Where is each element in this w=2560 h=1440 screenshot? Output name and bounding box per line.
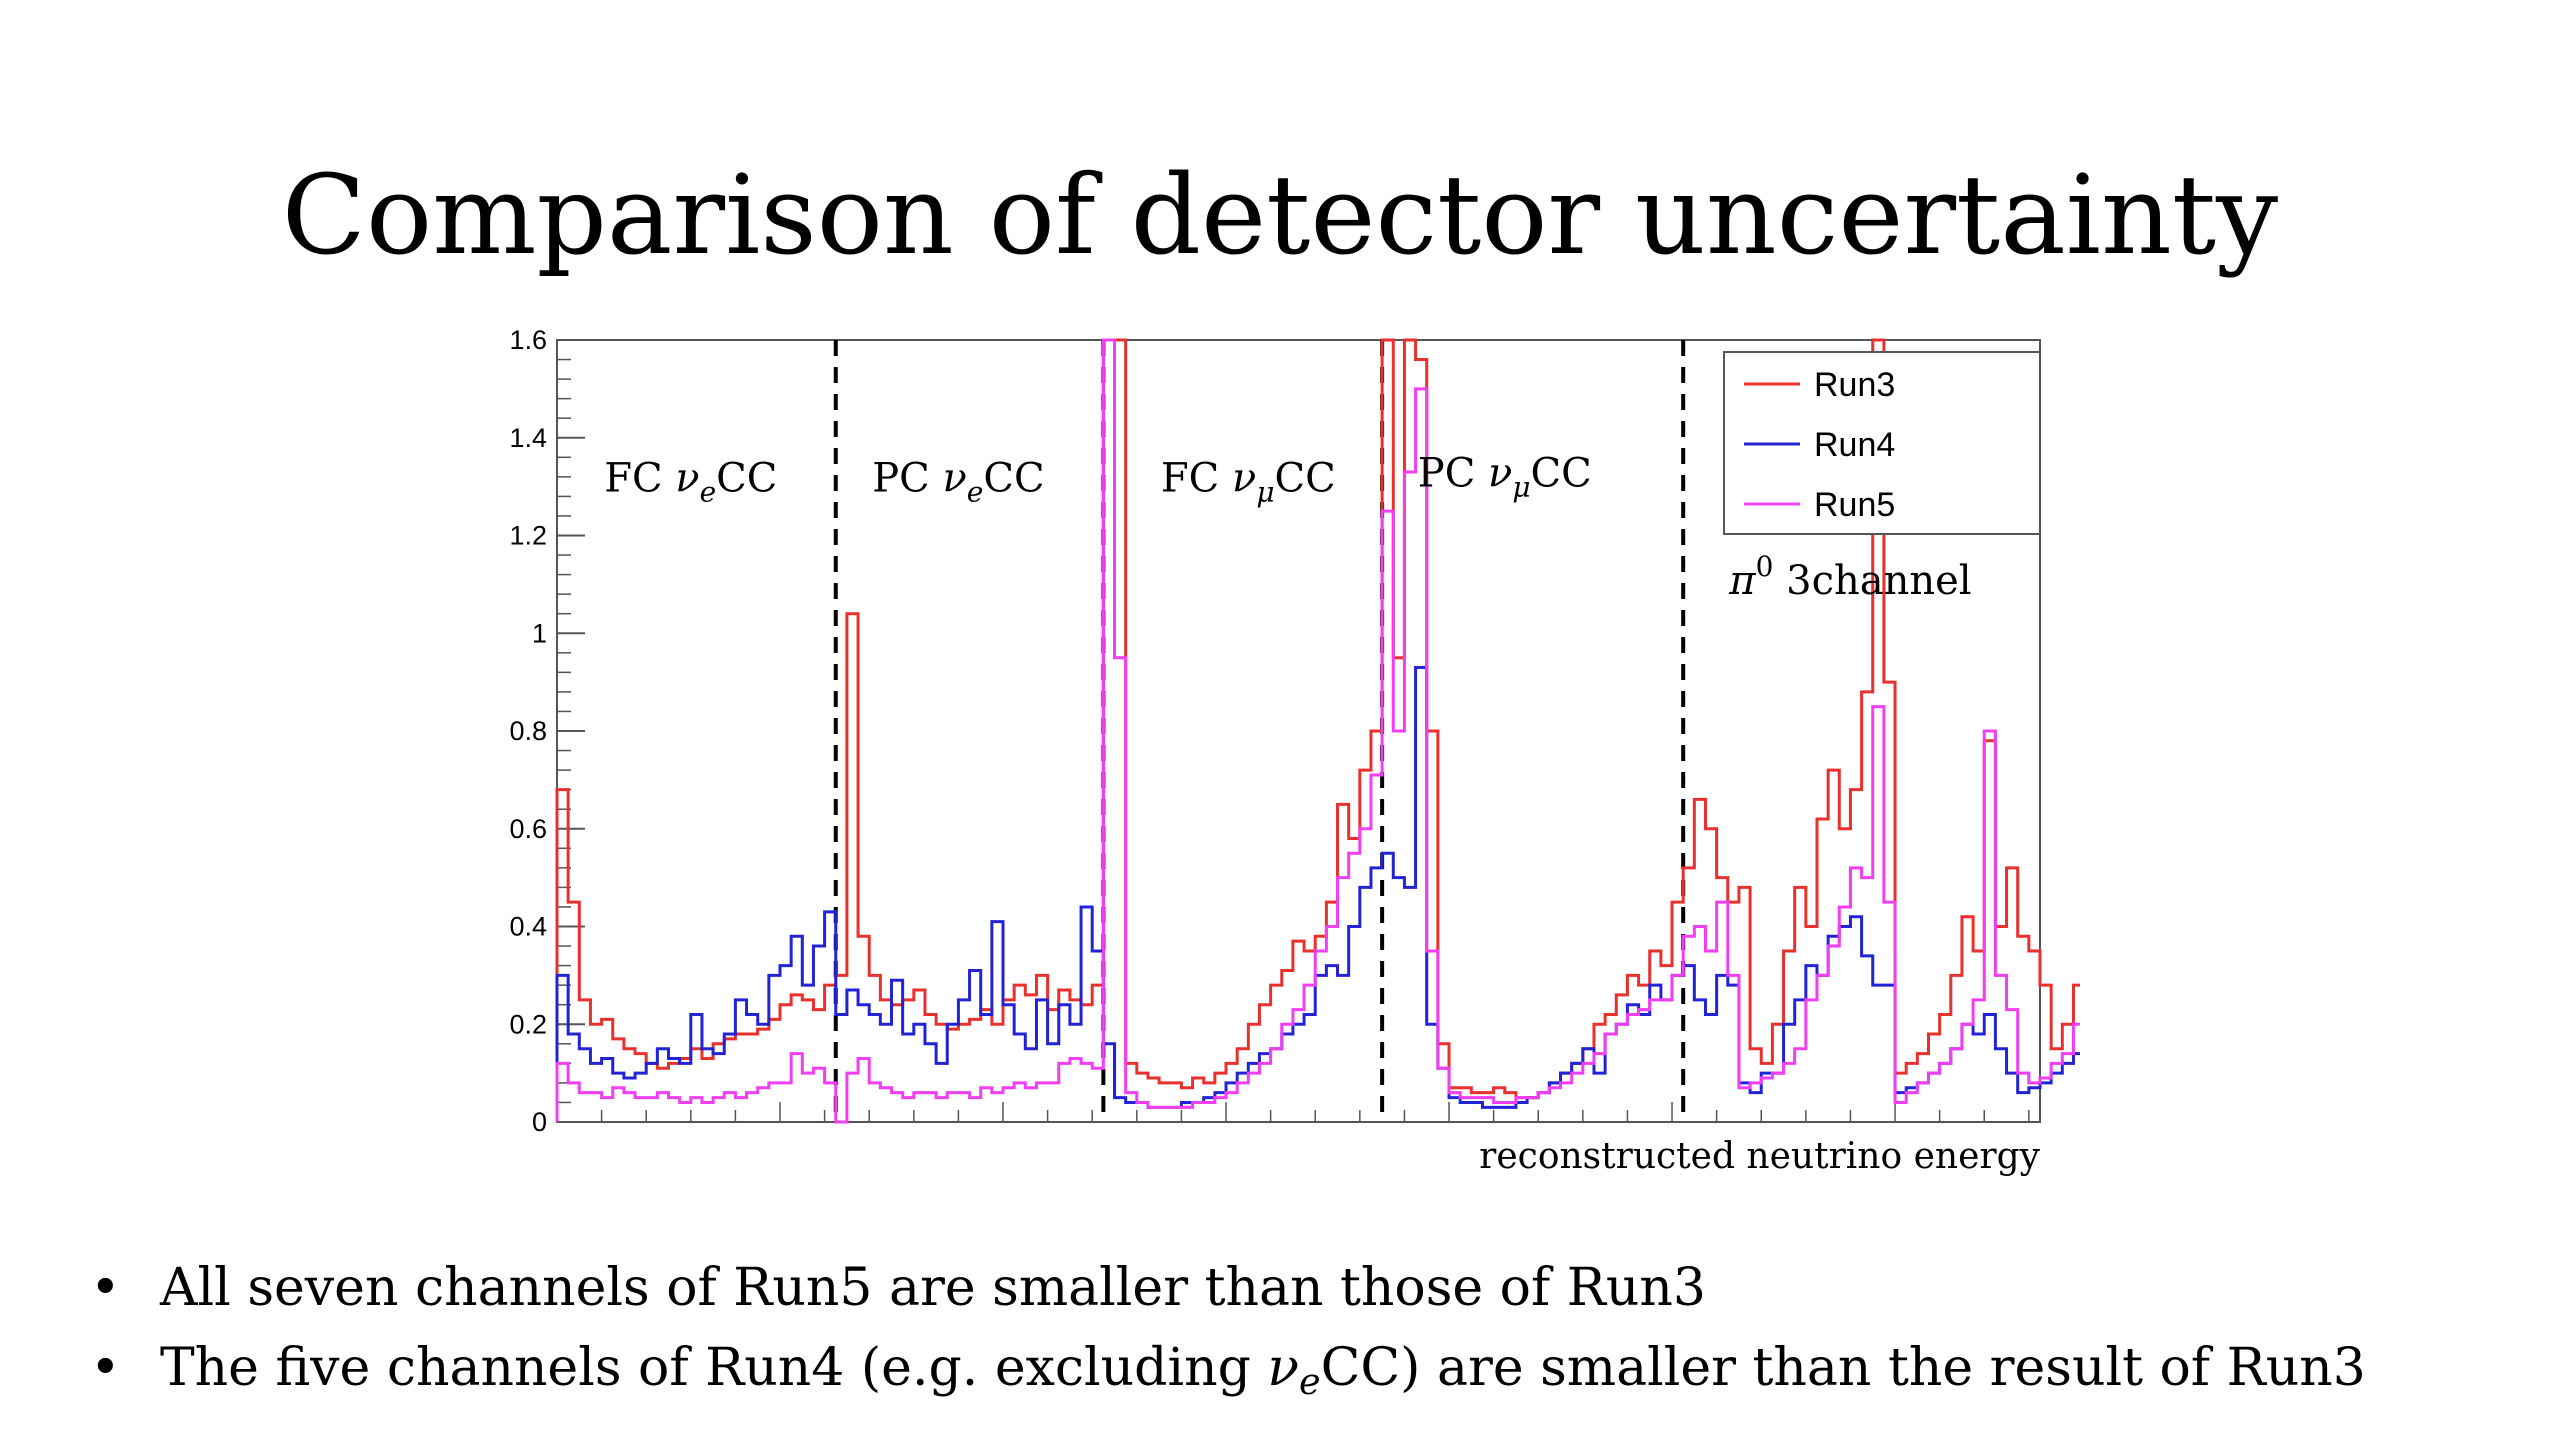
slide-title: Comparison of detector uncertainty	[281, 151, 2279, 279]
x-axis	[556, 1102, 2030, 1122]
y-tick-label: 0.4	[509, 912, 547, 942]
x-axis-label: reconstructed neutrino energy	[1479, 1136, 2041, 1177]
bullet-list: All seven channels of Run5 are smaller t…	[80, 1248, 2366, 1422]
y-tick-label: 0	[532, 1107, 547, 1137]
y-axis: 0 0.2 0.4 0.6 0.8 1 1.2 1.4 1.6	[509, 325, 585, 1137]
y-tick-label: 0.2	[509, 1009, 547, 1039]
y-tick-label: 0.6	[509, 814, 547, 844]
y-tick-label: 0.8	[509, 716, 547, 746]
channel-label: FC νμCC	[1161, 456, 1336, 509]
legend-label-run3: Run3	[1814, 366, 1895, 404]
series-run5-line	[555, 338, 2080, 1124]
legend-label-run5: Run5	[1814, 486, 1895, 524]
y-tick-label: 1.4	[509, 423, 547, 453]
series-layer	[555, 338, 2080, 1124]
y-tick-label: 1.6	[509, 325, 547, 355]
series-run4-line	[555, 665, 2080, 1122]
detector-uncertainty-chart: 00.20.40.60.811.21.41.6 FC νeCC PC νeCC FC…	[509, 325, 2080, 1177]
bullet-item: The five channels of Run4 (e.g. excludin…	[80, 1328, 2366, 1422]
channel-label: PC νeCC	[872, 456, 1044, 509]
legend-label-run4: Run4	[1814, 426, 1895, 464]
bullet-item: All seven channels of Run5 are smaller t…	[80, 1248, 2366, 1328]
y-tick-label: 1	[532, 618, 547, 648]
y-tick-label: 1.2	[509, 521, 547, 551]
channel-labels: FC νeCC PC νeCC FC νμCC PC νμCC π0 3channel	[604, 451, 1971, 605]
channel-label: π0 3channel	[1728, 550, 1971, 604]
channel-label: PC νμCC	[1418, 451, 1592, 504]
channel-label: FC νeCC	[604, 456, 777, 509]
legend: Run3 Run4 Run5	[1723, 351, 2041, 535]
series-run3-line	[555, 338, 2080, 1122]
